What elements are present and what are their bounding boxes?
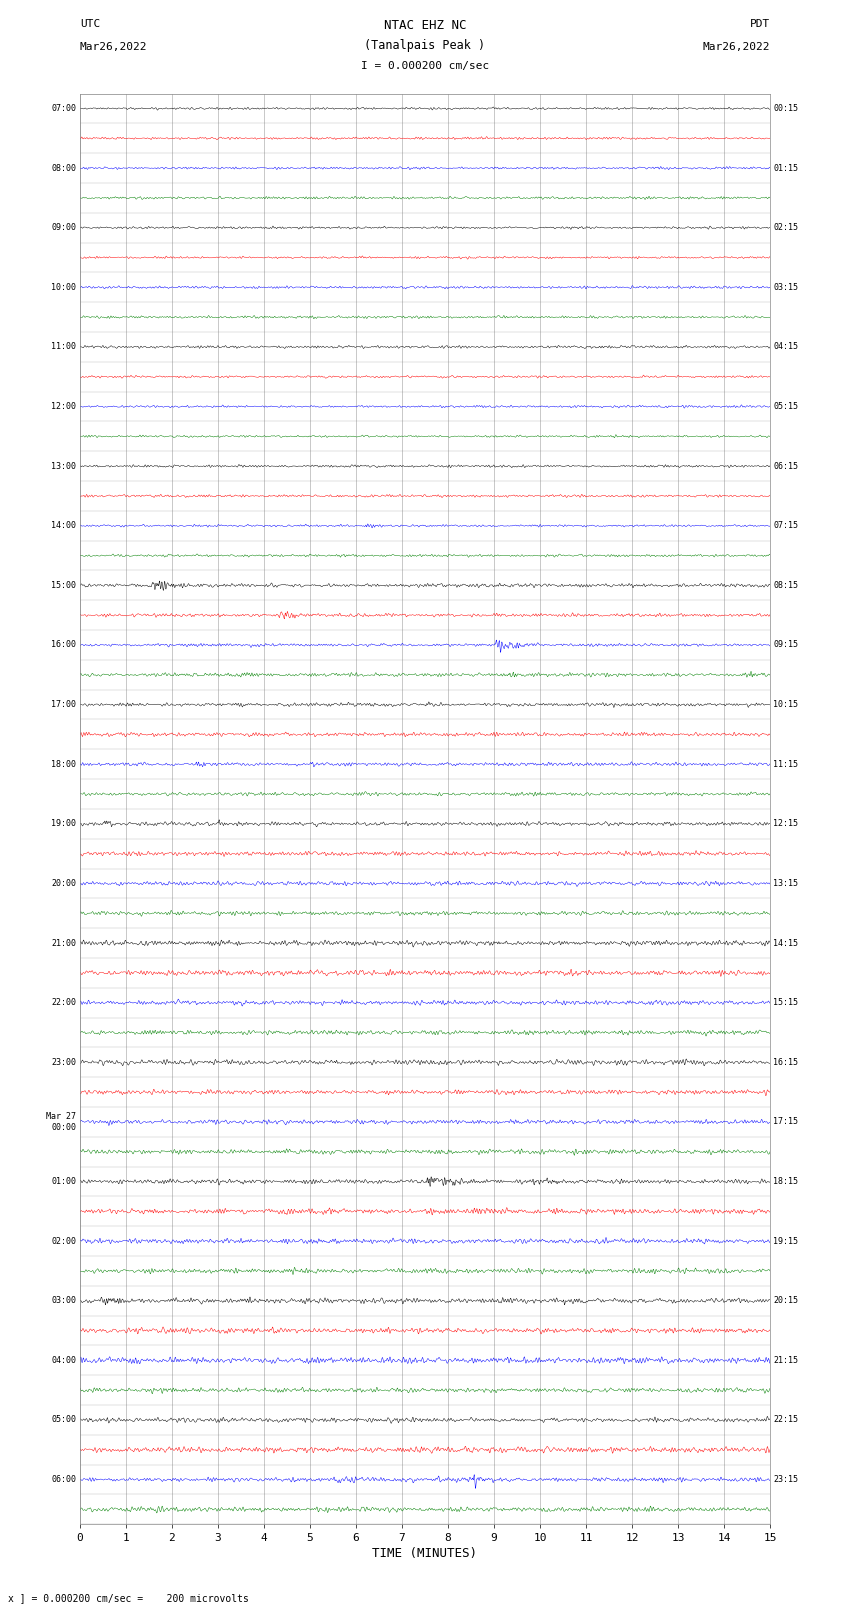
Text: 13:15: 13:15 [774, 879, 798, 887]
Text: 10:15: 10:15 [774, 700, 798, 710]
Text: 03:00: 03:00 [52, 1297, 76, 1305]
Text: 20:15: 20:15 [774, 1297, 798, 1305]
Text: 19:00: 19:00 [52, 819, 76, 829]
Text: x ] = 0.000200 cm/sec =    200 microvolts: x ] = 0.000200 cm/sec = 200 microvolts [8, 1594, 249, 1603]
Text: 23:15: 23:15 [774, 1474, 798, 1484]
Text: 23:00: 23:00 [52, 1058, 76, 1066]
Text: 13:00: 13:00 [52, 461, 76, 471]
Text: 04:00: 04:00 [52, 1357, 76, 1365]
Text: 12:00: 12:00 [52, 402, 76, 411]
Text: 16:00: 16:00 [52, 640, 76, 650]
Text: 11:00: 11:00 [52, 342, 76, 352]
Text: I = 0.000200 cm/sec: I = 0.000200 cm/sec [361, 61, 489, 71]
Text: 07:15: 07:15 [774, 521, 798, 531]
Text: Mar26,2022: Mar26,2022 [703, 42, 770, 52]
Text: 16:15: 16:15 [774, 1058, 798, 1066]
X-axis label: TIME (MINUTES): TIME (MINUTES) [372, 1547, 478, 1560]
Text: 18:15: 18:15 [774, 1177, 798, 1186]
Text: 17:00: 17:00 [52, 700, 76, 710]
Text: 10:00: 10:00 [52, 282, 76, 292]
Text: 08:00: 08:00 [52, 163, 76, 173]
Text: 11:15: 11:15 [774, 760, 798, 769]
Text: 14:00: 14:00 [52, 521, 76, 531]
Text: 05:15: 05:15 [774, 402, 798, 411]
Text: Mar26,2022: Mar26,2022 [80, 42, 147, 52]
Text: (Tanalpais Peak ): (Tanalpais Peak ) [365, 39, 485, 52]
Text: 00:15: 00:15 [774, 103, 798, 113]
Text: Mar 27
00:00: Mar 27 00:00 [47, 1113, 76, 1132]
Text: 21:00: 21:00 [52, 939, 76, 947]
Text: 02:00: 02:00 [52, 1237, 76, 1245]
Text: 20:00: 20:00 [52, 879, 76, 887]
Text: 07:00: 07:00 [52, 103, 76, 113]
Text: 02:15: 02:15 [774, 223, 798, 232]
Text: 01:00: 01:00 [52, 1177, 76, 1186]
Text: 09:15: 09:15 [774, 640, 798, 650]
Text: PDT: PDT [750, 19, 770, 29]
Text: 01:15: 01:15 [774, 163, 798, 173]
Text: 05:00: 05:00 [52, 1416, 76, 1424]
Text: 03:15: 03:15 [774, 282, 798, 292]
Text: 18:00: 18:00 [52, 760, 76, 769]
Text: 08:15: 08:15 [774, 581, 798, 590]
Text: 12:15: 12:15 [774, 819, 798, 829]
Text: UTC: UTC [80, 19, 100, 29]
Text: 06:00: 06:00 [52, 1474, 76, 1484]
Text: NTAC EHZ NC: NTAC EHZ NC [383, 19, 467, 32]
Text: 22:15: 22:15 [774, 1416, 798, 1424]
Text: 15:00: 15:00 [52, 581, 76, 590]
Text: 22:00: 22:00 [52, 998, 76, 1007]
Text: 04:15: 04:15 [774, 342, 798, 352]
Text: 06:15: 06:15 [774, 461, 798, 471]
Text: 21:15: 21:15 [774, 1357, 798, 1365]
Text: 14:15: 14:15 [774, 939, 798, 947]
Text: 15:15: 15:15 [774, 998, 798, 1007]
Text: 19:15: 19:15 [774, 1237, 798, 1245]
Text: 09:00: 09:00 [52, 223, 76, 232]
Text: 17:15: 17:15 [774, 1118, 798, 1126]
